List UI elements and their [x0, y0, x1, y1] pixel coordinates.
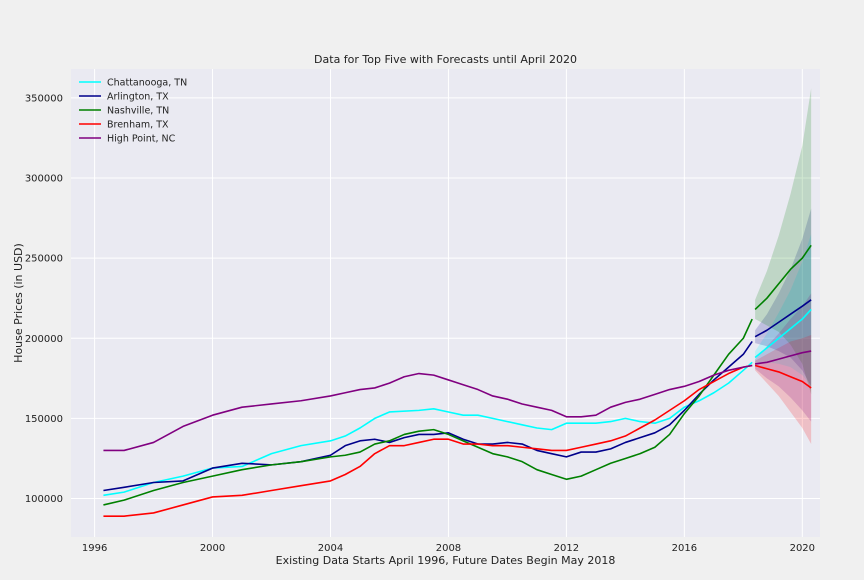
- forecast-band: [755, 208, 812, 387]
- x-tick-label: 2016: [672, 543, 697, 554]
- forecast-band: [755, 234, 812, 387]
- series-line: [103, 361, 753, 497]
- legend-label: High Point, NC: [107, 134, 176, 145]
- y-tick-label: 250000: [25, 254, 63, 265]
- forecast-line: [754, 299, 812, 338]
- legend-label: Nashville, TN: [107, 106, 169, 117]
- x-tick-label: 2004: [318, 543, 343, 554]
- x-tick-label: 2008: [436, 543, 461, 554]
- legend: Chattanooga, TN Arlington, TX Nashville, T…: [79, 78, 187, 145]
- y-tick-label: 150000: [25, 414, 63, 425]
- x-tick-label: 1996: [82, 543, 107, 554]
- y-axis-label: House Prices (in USD): [12, 243, 25, 363]
- chart-title: Data for Top Five with Forecasts until A…: [314, 53, 577, 66]
- y-tick-label: 350000: [25, 93, 63, 104]
- series-line: [103, 318, 753, 506]
- y-tick-label: 300000: [25, 173, 63, 184]
- legend-label: Brenham, TX: [107, 120, 169, 131]
- legend-label: Arlington, TX: [107, 92, 169, 103]
- series-line: [103, 364, 753, 517]
- x-tick-label: 2000: [200, 543, 225, 554]
- x-tick-label: 2020: [790, 543, 815, 554]
- series-lines: [103, 244, 812, 517]
- y-tick-label: 100000: [25, 494, 63, 505]
- tick-labels: 1996 2000 2004 2008 2012 2016 2020 100000 150000…: [25, 93, 815, 554]
- x-tick-label: 2012: [554, 543, 579, 554]
- y-tick-label: 200000: [25, 334, 63, 345]
- grid-lines: [71, 69, 820, 537]
- forecast-line: [754, 244, 812, 310]
- forecast-band: [755, 88, 812, 395]
- x-axis-label: Existing Data Starts April 1996, Future …: [276, 554, 616, 567]
- forecast-line: [755, 350, 812, 365]
- forecast-line: [754, 364, 812, 389]
- forecast-confidence-bands: [755, 88, 812, 445]
- forecast-line: [754, 308, 812, 359]
- legend-label: Chattanooga, TN: [107, 78, 187, 89]
- plot-area: [71, 69, 820, 537]
- series-line: [103, 364, 753, 452]
